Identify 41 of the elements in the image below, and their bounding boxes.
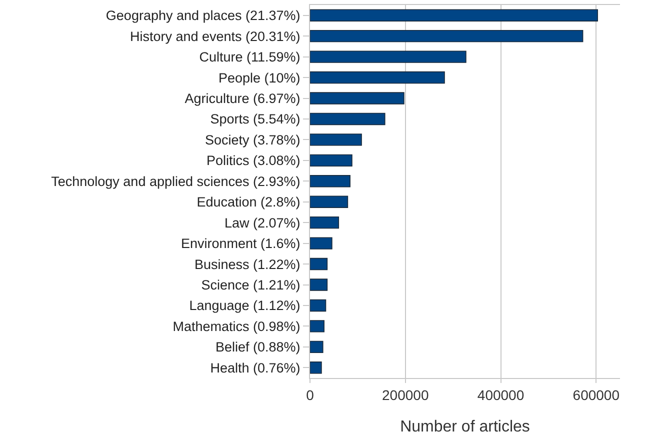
y-tick-label: Education (2.8%) [196, 194, 300, 210]
y-tick-label: History and events (20.31%) [130, 28, 300, 44]
y-tick-label: Geography and places (21.37%) [106, 8, 300, 24]
y-tick-label: Society (3.78%) [205, 132, 300, 148]
y-tick-label: Science (1.21%) [201, 277, 300, 292]
y-tick-label: Culture (11.59%) [199, 50, 300, 65]
bar [310, 362, 322, 374]
bar [310, 30, 584, 42]
bar [310, 237, 332, 250]
y-tick-label: Mathematics (0.98%) [172, 318, 300, 334]
x-tick-label: 400000 [477, 386, 524, 403]
bar [310, 112, 386, 126]
bar [310, 134, 362, 146]
y-tick-label: Business (1.22%) [194, 256, 300, 272]
y-tick-label: Politics (3.08%) [206, 153, 300, 168]
bar [310, 320, 324, 332]
bar [310, 299, 326, 312]
bar [310, 216, 340, 229]
y-tick-label: Agriculture (6.97%) [184, 90, 300, 106]
x-axis-title: Number of articles [400, 418, 530, 436]
bar [310, 154, 352, 167]
bar [310, 340, 324, 354]
y-tick-label: Language (1.12%) [189, 298, 300, 314]
bar [310, 50, 466, 63]
y-tick-label: People (10%) [218, 70, 300, 86]
bar [310, 9, 598, 22]
bar [310, 278, 328, 291]
y-tick-label: Environment (1.6%) [180, 236, 300, 252]
bar [310, 258, 328, 270]
y-tick-label: Health (0.76%) [210, 360, 300, 376]
y-tick-label: Belief (0.88%) [216, 340, 300, 355]
bar [310, 196, 348, 208]
bar [310, 71, 445, 84]
y-tick-label: Sports (5.54%) [210, 112, 300, 127]
bar [310, 175, 350, 188]
x-tick-label: 0 [306, 386, 314, 403]
x-tick-label: 200000 [382, 386, 429, 403]
bar [310, 92, 404, 104]
y-tick-label: Technology and applied sciences (2.93%) [51, 174, 300, 189]
y-tick-label: Law (2.07%) [224, 215, 300, 230]
x-tick-label: 600000 [572, 386, 620, 403]
